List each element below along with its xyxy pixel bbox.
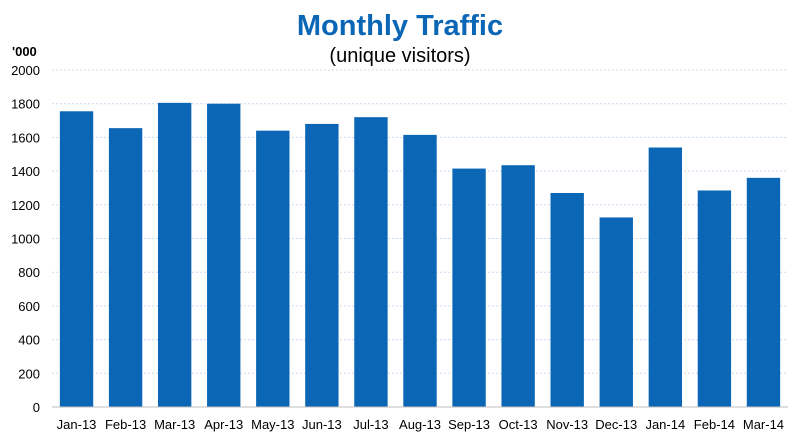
x-tick-label: Aug-13 [399,417,441,432]
bar-sep-13 [452,168,486,407]
y-tick-label: 1200 [11,198,40,213]
y-tick-label: 400 [18,333,40,348]
bar-apr-13 [207,103,241,407]
bar-jan-14 [648,147,683,407]
x-tick-label: Feb-13 [105,417,146,432]
bar-feb-14 [697,190,732,407]
x-tick-label: Mar-13 [154,417,195,432]
x-tick-label: Nov-13 [546,417,588,432]
y-tick-label: 200 [18,366,40,381]
bar-jun-13 [305,123,339,408]
y-axis-ticks: 0 200 400 600 800 1000 1200 1400 1600 1800 2000 [11,63,40,415]
x-tick-label: Apr-13 [204,417,243,432]
y-tick-label: 1800 [11,97,40,112]
bar-jan-13 [59,111,94,407]
bar-mar-13 [157,102,192,408]
y-tick-label: 0 [33,400,40,415]
bar-aug-13 [403,134,437,407]
y-tick-label: 2000 [11,63,40,78]
y-tick-label: 1600 [11,130,40,145]
x-axis-ticks: Jan-13 Feb-13 Mar-13 Apr-13 May-13 Jun-13 Jul-… [57,417,784,432]
bar-oct-13 [501,165,535,407]
bar-dec-13 [599,217,633,407]
y-axis-unit-label: '000 [12,44,37,59]
y-tick-label: 800 [18,265,40,280]
bar-feb-13 [108,128,143,407]
x-tick-label: Feb-14 [694,417,735,432]
x-tick-label: Oct-13 [499,417,538,432]
x-tick-label: Sep-13 [448,417,490,432]
x-tick-label: Mar-14 [743,417,784,432]
x-tick-label: Jan-13 [57,417,97,432]
chart-title: Monthly Traffic [296,10,504,42]
x-tick-label: Jan-14 [645,417,685,432]
bar-jul-13 [354,117,388,408]
y-tick-label: 1000 [11,232,40,247]
bar-series [59,102,781,408]
bar-mar-14 [746,177,781,407]
bar-may-13 [256,130,290,407]
y-tick-label: 600 [18,299,40,314]
y-tick-label: 1400 [11,164,40,179]
bar-nov-13 [550,193,584,407]
x-tick-label: Jun-13 [302,417,342,432]
chart-subtitle: (unique visitors) [329,45,471,67]
x-tick-label: Dec-13 [595,417,637,432]
x-tick-label: Jul-13 [353,417,388,432]
x-tick-label: May-13 [251,417,294,432]
